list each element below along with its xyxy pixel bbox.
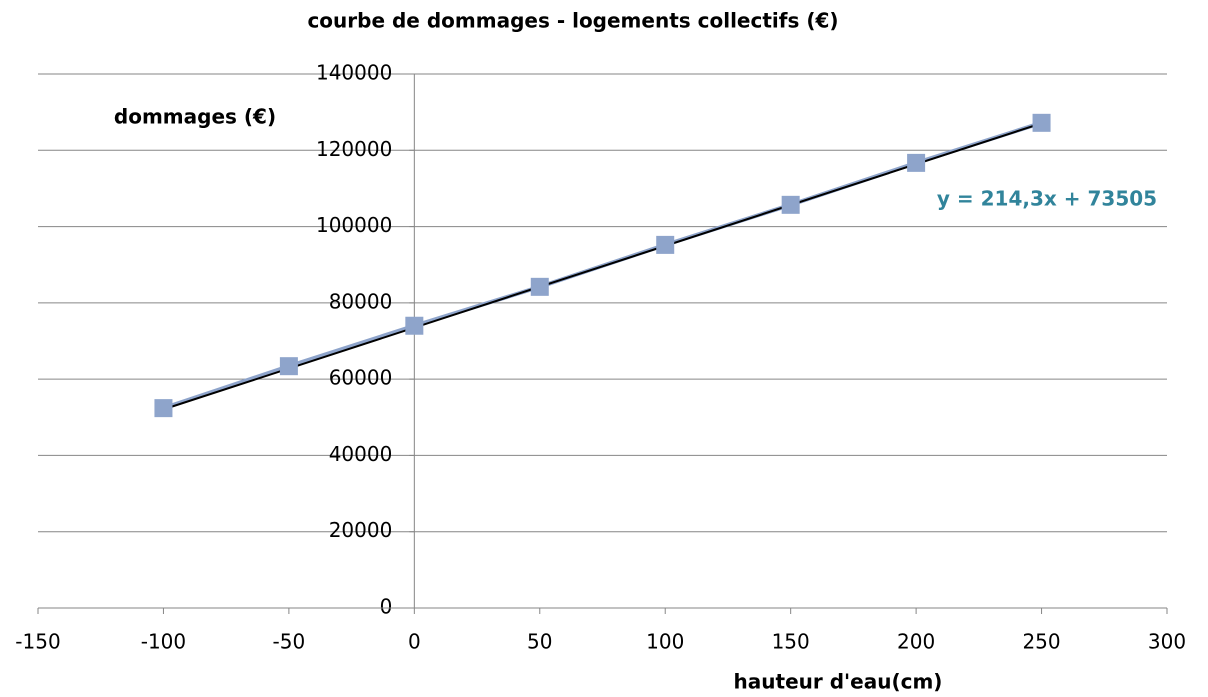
x-tick-label: 150	[772, 630, 810, 654]
y-tick-label: 0	[380, 595, 393, 619]
marker	[279, 357, 298, 376]
y-tick-label: 100000	[316, 213, 392, 237]
y-axis-label: dommages (€)	[114, 105, 276, 129]
x-tick-label: 200	[897, 630, 935, 654]
x-axis-label: hauteur d'eau(cm)	[734, 670, 943, 694]
y-tick-label: 120000	[316, 137, 392, 161]
y-tick-label: 20000	[329, 518, 393, 542]
marker	[1032, 113, 1051, 132]
x-tick-label: 100	[646, 630, 684, 654]
x-tick-label: 50	[527, 630, 552, 654]
y-tick-label: 60000	[329, 366, 393, 390]
x-tick-label: -100	[141, 630, 186, 654]
chart-title: courbe de dommages - logements collectif…	[307, 9, 838, 33]
y-tick-label: 80000	[329, 289, 393, 313]
marker	[781, 195, 800, 214]
x-tick-label: -50	[273, 630, 306, 654]
marker	[530, 277, 549, 296]
marker	[907, 153, 926, 172]
marker	[656, 235, 675, 254]
x-tick-label: 0	[408, 630, 421, 654]
y-tick-label: 40000	[329, 442, 393, 466]
y-tick-label: 140000	[316, 61, 392, 85]
x-tick-label: 250	[1022, 630, 1060, 654]
x-tick-label: -150	[15, 630, 60, 654]
trendline	[163, 122, 1042, 411]
marker	[405, 316, 424, 335]
trendline-label: y = 214,3x + 73505	[937, 187, 1157, 211]
marker	[154, 399, 173, 418]
x-tick-label: 300	[1148, 630, 1186, 654]
